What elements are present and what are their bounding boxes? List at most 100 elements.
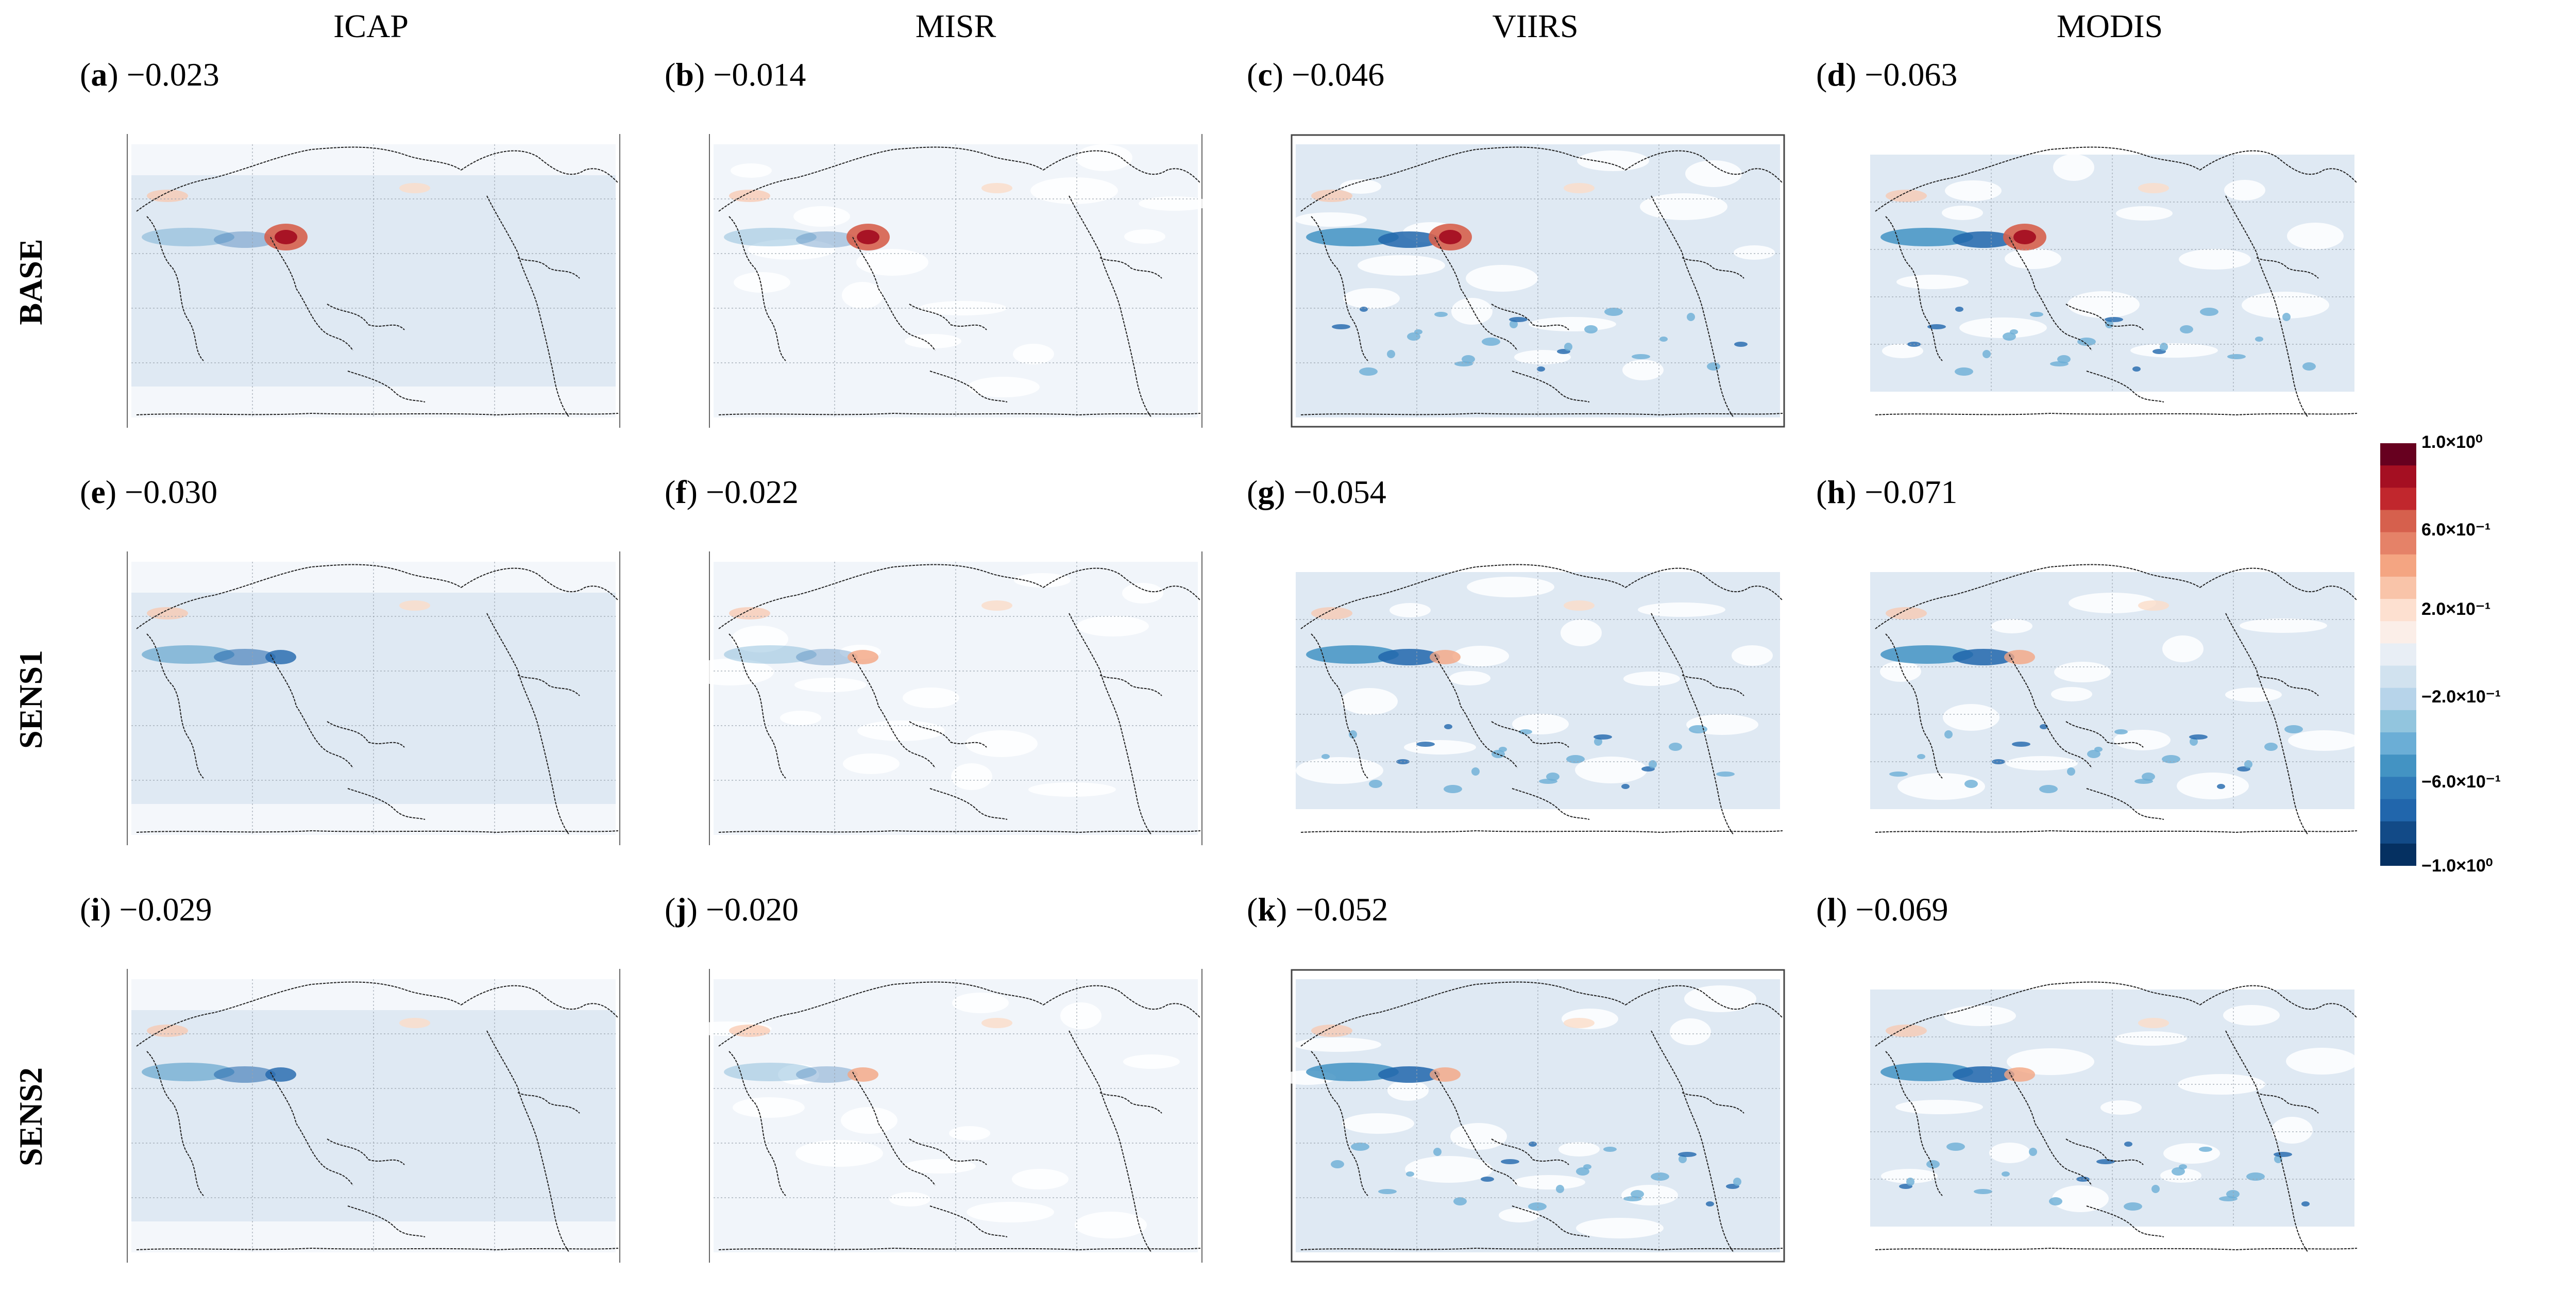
missing-data-patch [1387,1080,1429,1101]
north-patch [2138,1018,2169,1028]
dust-belt-west [142,1063,234,1081]
missing-data-patch [708,659,774,685]
southern-ocean-speckle [1556,1185,1564,1193]
dust-belt-west [1306,1063,1399,1081]
panel-label-h: (h) −0.071 [1816,474,1958,510]
missing-data-patch [841,1107,897,1134]
dust-belt-west [724,645,817,664]
dust-belt-west [142,228,234,246]
southern-ocean-speckle [2114,729,2128,734]
east-asia-core [2013,230,2036,244]
coastline [1311,1051,1368,1196]
missing-data-patch [1959,317,2047,338]
coastline [146,633,204,779]
missing-data-patch [965,730,1038,757]
east-asia-feature [265,1067,296,1082]
coastline [1512,1205,1590,1237]
colorbar [2380,443,2416,866]
missing-data-patch [889,1192,930,1206]
southern-ocean-speckle [2010,329,2018,334]
colorbar-segment [2380,443,2416,466]
coastline [718,146,1044,212]
southern-ocean-speckle [1406,1171,1414,1177]
colorbar-segment [2380,821,2416,844]
coastline [347,371,426,403]
column-header-modis: MODIS [2056,8,2163,44]
southern-ocean-speckle [1678,1152,1697,1157]
missing-data-patch [1942,206,1983,220]
coastline [2256,257,2319,279]
map-panel-i [126,969,621,1263]
southern-ocean-speckle [1734,342,1748,347]
missing-data-patch [1989,1143,2030,1163]
southern-ocean-speckle [1546,773,1560,781]
missing-data-patch [1466,265,1538,292]
missing-data-patch [1732,645,1773,666]
east-asia-feature [848,650,878,664]
north-patch [2138,600,2169,611]
coastline [852,237,936,351]
missing-data-patch [1077,616,1149,636]
missing-data-patch [1623,672,1680,686]
coastline [2086,788,2164,820]
coastline [1099,675,1162,696]
southern-ocean-speckle [1434,312,1448,317]
coastline [136,146,462,212]
colorbar-segment [2380,599,2416,622]
southern-ocean-speckle [2301,1201,2310,1206]
coastline [1434,1071,1518,1186]
panel-label-k: (k) −0.052 [1247,891,1388,928]
colorbar-segment [2380,643,2416,666]
coastline [327,721,405,748]
dust-belt-east [1378,649,1440,665]
southern-ocean-speckle [1621,784,1630,789]
southern-ocean-speckle [1687,313,1695,321]
missing-data-patch [2069,593,2156,613]
north-patch [981,183,1012,193]
missing-data-patch [1896,275,1969,289]
coastline [2199,150,2358,183]
north-patch [1886,1025,1927,1037]
colorbar-segment [2380,576,2416,599]
dust-belt-west [724,228,817,246]
missing-data-patch [2286,1048,2358,1075]
coastline [1875,412,2358,416]
southern-ocean-speckle [1659,337,1668,342]
missing-data-patch [1621,1185,1678,1205]
missing-data-patch [842,282,883,309]
missing-data-patch [2100,1100,2142,1115]
east-asia-core [857,230,879,244]
missing-data-patch [1638,602,1725,617]
southern-ocean-speckle [1576,1167,1589,1176]
missing-data-patch [2053,154,2094,181]
coastline [1875,564,2200,629]
southern-ocean-speckle [1632,354,1650,359]
southern-ocean-speckle [2274,1152,2292,1157]
coastline [852,1071,936,1186]
southern-ocean-speckle [1444,785,1462,793]
colorbar-segment [2380,777,2416,800]
southern-ocean-speckle [1566,755,1585,763]
southern-ocean-speckle [1499,747,1507,752]
colorbar-segment [2380,755,2416,777]
southern-ocean-speckle [2029,1148,2037,1156]
dust-belt-west [1306,228,1399,246]
southern-ocean-speckle [2002,1171,2010,1177]
missing-data-patch [1296,757,1383,784]
southern-ocean-speckle [1482,338,1500,346]
coastline [1043,567,1201,601]
southern-ocean-speckle [2057,355,2071,363]
southern-ocean-speckle [1369,780,1382,788]
missing-data-patch [1685,160,1742,187]
dust-belt-east [796,1066,858,1083]
southern-ocean-speckle [2180,325,2193,333]
southern-ocean-speckle [2190,737,2198,746]
panel-label-i: (i) −0.029 [80,891,212,928]
southern-ocean-speckle [1889,772,1908,777]
coastline [1875,981,2200,1047]
southern-ocean-speckle [2179,1164,2187,1169]
dust-belt-east [1953,1066,2014,1083]
coastline [1300,981,1626,1047]
southern-ocean-speckle [1669,743,1682,751]
missing-data-patch [1684,985,1756,1012]
